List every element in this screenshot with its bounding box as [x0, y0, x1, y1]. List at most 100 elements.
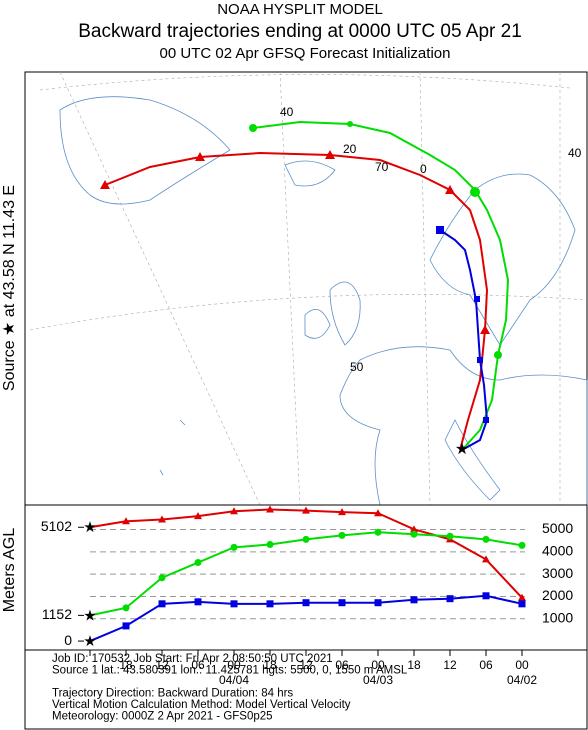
point: [410, 596, 418, 604]
info-line: Source 1 lat.: 43.580391 lon.: 11.425781…: [52, 665, 408, 677]
map-frame: [24, 71, 588, 506]
title: Backward trajectories ending at 0000 UTC…: [78, 21, 522, 42]
point: [158, 515, 166, 523]
grid-label: 20: [343, 142, 357, 156]
point: [518, 600, 526, 608]
point: [194, 512, 202, 520]
info-line: Meteorology: 0000Z 2 Apr 2021 - GFS0p25: [52, 711, 273, 723]
point: [482, 535, 490, 543]
point: [446, 595, 454, 603]
grid-label: 40: [280, 105, 294, 119]
y-tick-label: 1152: [42, 606, 72, 622]
x-tick-label: 18: [407, 658, 421, 672]
point: [338, 531, 346, 539]
point: [302, 506, 310, 514]
point: [410, 525, 418, 533]
point: [338, 599, 346, 607]
model-title: NOAA HYSPLIT MODEL: [217, 1, 383, 18]
info-line: Vertical Motion Calculation Method: Mode…: [52, 699, 351, 711]
point: [446, 532, 454, 540]
point: [266, 600, 274, 608]
y2-tick-label: 2000: [542, 587, 573, 603]
point: [338, 508, 346, 516]
grid-label: 0: [420, 162, 427, 176]
point: [122, 517, 130, 525]
marker: [470, 187, 480, 197]
grid-label: 70: [375, 160, 389, 174]
x-tick-label: 06: [191, 658, 205, 672]
info-frame: [24, 649, 588, 730]
marker: [483, 417, 489, 423]
marker: [325, 150, 335, 159]
point: [230, 600, 238, 608]
y2-tick-label: 5000: [542, 520, 573, 536]
source-star: ★: [83, 519, 96, 536]
blue-trajectory: [439, 229, 489, 451]
y2-tick-label: 4000: [542, 543, 573, 559]
source-star: ★: [455, 441, 469, 458]
trajectory-paths: ★: [100, 120, 510, 458]
point: [122, 604, 130, 612]
point: [158, 574, 166, 582]
map-background: [29, 71, 588, 506]
y2-tick-label: 3000: [542, 565, 573, 581]
point: [518, 593, 526, 601]
marker: [249, 124, 257, 132]
x-tick-label: 18: [119, 658, 133, 672]
grid-label: 40: [568, 146, 582, 160]
x-tick-label: 00: [515, 658, 529, 672]
x-tick-label: 18: [263, 658, 277, 672]
info: Job ID: 170532 Job Start: Fri Apr 2 08:5…: [52, 653, 408, 723]
marker: [445, 185, 455, 194]
source-label: Source ★ at 43.58 N 11.43 E: [1, 185, 18, 391]
point: [518, 541, 526, 549]
grid-label: 50: [350, 360, 364, 374]
point: [410, 530, 418, 538]
marker: [474, 296, 480, 302]
point: [266, 505, 274, 513]
marker: [436, 226, 444, 234]
point: [374, 528, 382, 536]
x-tick-label: 12: [299, 658, 313, 672]
point: [482, 592, 490, 600]
x-tick-label: 06: [335, 658, 349, 672]
info-line: Trajectory Direction: Backward Duration:…: [52, 688, 293, 700]
x-tick-label: 06: [479, 658, 493, 672]
point: [122, 622, 130, 630]
marker: [480, 325, 490, 334]
date-label: 04/02: [507, 673, 537, 687]
point: [230, 507, 238, 515]
y-tick-label: 5102: [41, 518, 72, 534]
x-tick-label: 12: [155, 658, 169, 672]
point: [302, 535, 310, 543]
info-line: Job ID: 170532 Job Start: Fri Apr 2 08:5…: [52, 653, 333, 665]
point: [194, 559, 202, 567]
subtitle: 00 UTC 02 Apr GFSQ Forecast Initializati…: [160, 45, 451, 62]
marker: [477, 357, 483, 363]
date-label: 04/04: [219, 673, 249, 687]
point: [266, 540, 274, 548]
marker: [100, 180, 110, 189]
source-star: ★: [83, 633, 96, 650]
height-chart: 1000 2000 3000 4000 5000 0 1152 5102 18 12 06 00 18 1…: [41, 505, 573, 687]
point: [374, 509, 382, 517]
y2-tick-label: 1000: [542, 609, 573, 625]
date-label: 04/03: [363, 673, 393, 687]
point: [374, 599, 382, 607]
y-axis-label: Meters AGL: [1, 528, 18, 613]
point: [302, 599, 310, 607]
x-tick-label: 00: [227, 658, 241, 672]
marker: [195, 152, 205, 161]
source-star: ★: [83, 607, 96, 624]
x-tick-label: 00: [371, 658, 385, 672]
x-tick-label: 12: [443, 658, 457, 672]
marker: [347, 121, 353, 127]
point: [158, 600, 166, 608]
map-grid-labels: 40 20 70 0 40 50: [280, 105, 582, 374]
marker: [494, 351, 502, 359]
point: [482, 555, 490, 563]
y-tick-label: 0: [64, 632, 72, 648]
point: [194, 598, 202, 606]
green-trajectory: [252, 120, 510, 451]
